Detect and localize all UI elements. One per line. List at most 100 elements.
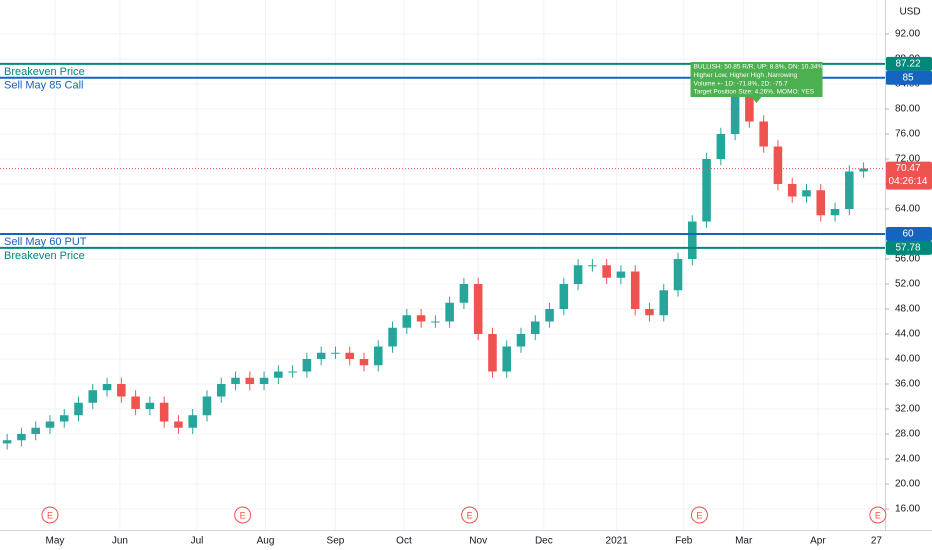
candle-body bbox=[645, 309, 654, 316]
candle-body bbox=[702, 159, 711, 222]
y-tick-label: 76.00 bbox=[895, 129, 920, 140]
currency: USD bbox=[899, 7, 920, 18]
candle-body bbox=[245, 377, 255, 384]
candle-body bbox=[331, 352, 340, 354]
y-tick-label: 28.00 bbox=[895, 429, 920, 440]
candle-body bbox=[2, 440, 12, 444]
candle-body bbox=[402, 315, 412, 328]
candle-body bbox=[74, 402, 83, 416]
event-marker bbox=[41, 506, 59, 524]
x-tick-label: Dec bbox=[535, 536, 553, 547]
level-tag bbox=[886, 56, 932, 71]
candle-body bbox=[488, 334, 497, 372]
event-label: E bbox=[467, 510, 473, 520]
candle-body bbox=[602, 265, 611, 278]
event-label: E bbox=[240, 510, 246, 520]
candle-body bbox=[174, 421, 183, 428]
candle-body bbox=[45, 421, 55, 428]
last-price-tag bbox=[886, 161, 932, 190]
annotation-text: Higher Low, Higher High ,Narrowing bbox=[694, 72, 798, 79]
event-marker bbox=[869, 506, 887, 524]
event-marker bbox=[461, 506, 479, 524]
event-label: E bbox=[875, 510, 881, 520]
y-tick-label: 64.00 bbox=[895, 204, 920, 215]
y-tick-label: 72.00 bbox=[895, 154, 920, 165]
candle-body bbox=[31, 427, 40, 434]
y-tick-label: 48.00 bbox=[895, 304, 920, 315]
y-tick-label: 80.00 bbox=[895, 104, 920, 115]
level-label: Sell May 85 Call bbox=[4, 80, 83, 92]
candle-body bbox=[145, 402, 155, 409]
y-tick-label: 20.00 bbox=[895, 479, 920, 490]
y-tick-label: 92.00 bbox=[895, 29, 920, 40]
level-tag-text: 85 bbox=[902, 72, 914, 83]
candle-body bbox=[316, 352, 326, 359]
candle-body bbox=[802, 190, 811, 197]
level-tag bbox=[886, 227, 932, 241]
y-tick-label: 24.00 bbox=[895, 454, 920, 465]
candle-body bbox=[630, 271, 640, 309]
candle-body bbox=[388, 327, 397, 347]
candle-body bbox=[673, 259, 683, 291]
x-tick-label: Oct bbox=[396, 536, 412, 547]
candle-body bbox=[117, 384, 126, 397]
level-label: Breakeven Price bbox=[4, 250, 85, 262]
y-tick-label: 16.00 bbox=[895, 504, 920, 515]
candle-body bbox=[688, 221, 697, 259]
x-tick-label: Feb bbox=[675, 536, 693, 547]
candle-body bbox=[17, 434, 26, 441]
candle-body bbox=[730, 96, 740, 134]
candle-body bbox=[531, 321, 540, 334]
candle-body bbox=[416, 315, 426, 322]
candle-body bbox=[231, 377, 240, 384]
y-tick-label: 56.00 bbox=[895, 254, 920, 265]
x-tick-label: Aug bbox=[257, 536, 275, 547]
candle-body bbox=[659, 290, 669, 316]
candle-body bbox=[445, 302, 454, 322]
candle-body bbox=[459, 284, 469, 303]
candle-body bbox=[288, 371, 297, 373]
candle-body bbox=[773, 146, 783, 184]
candle-body bbox=[359, 359, 369, 366]
candle-body bbox=[473, 284, 483, 334]
x-tick-label: May bbox=[46, 536, 65, 547]
candle-body bbox=[431, 321, 440, 323]
annotation-text: Volume +- 1D: -71.8%, 2D: -75.7 bbox=[694, 80, 789, 87]
candle-body bbox=[588, 265, 597, 267]
level-label: Breakeven Price bbox=[4, 66, 85, 78]
candle-body bbox=[345, 352, 354, 359]
candle-body bbox=[759, 121, 768, 147]
candle-body bbox=[274, 371, 283, 378]
x-tick-label: Jun bbox=[112, 536, 128, 547]
candle-body bbox=[716, 134, 726, 159]
annotation-pointer bbox=[751, 97, 762, 103]
x-tick-label: 2021 bbox=[606, 536, 629, 547]
candle-body bbox=[859, 168, 868, 172]
x-tick-label: 27 bbox=[871, 536, 883, 547]
candle-body bbox=[259, 377, 269, 384]
level-tag bbox=[886, 70, 932, 85]
candle-body bbox=[216, 384, 226, 397]
x-tick-label: Sep bbox=[327, 536, 345, 547]
candle-body bbox=[787, 184, 797, 197]
y-tick-label: 52.00 bbox=[895, 279, 920, 290]
annotation-box bbox=[690, 62, 823, 97]
level-tag-text: 87.22 bbox=[895, 59, 920, 70]
candle-body bbox=[830, 209, 840, 216]
y-tick-label: 44.00 bbox=[895, 329, 920, 340]
event-marker bbox=[234, 506, 252, 524]
event-label: E bbox=[696, 510, 702, 520]
candle-body bbox=[545, 309, 554, 322]
x-tick-label: Apr bbox=[810, 536, 826, 547]
y-tick-label: 40.00 bbox=[895, 354, 920, 365]
candle-body bbox=[845, 171, 854, 209]
candle-body bbox=[516, 334, 526, 347]
candle-body bbox=[188, 415, 197, 428]
level-tag bbox=[886, 240, 932, 255]
candle-body bbox=[159, 402, 169, 422]
candle-body bbox=[816, 190, 826, 216]
candle-body bbox=[373, 346, 383, 366]
x-tick-label: Nov bbox=[469, 536, 487, 547]
